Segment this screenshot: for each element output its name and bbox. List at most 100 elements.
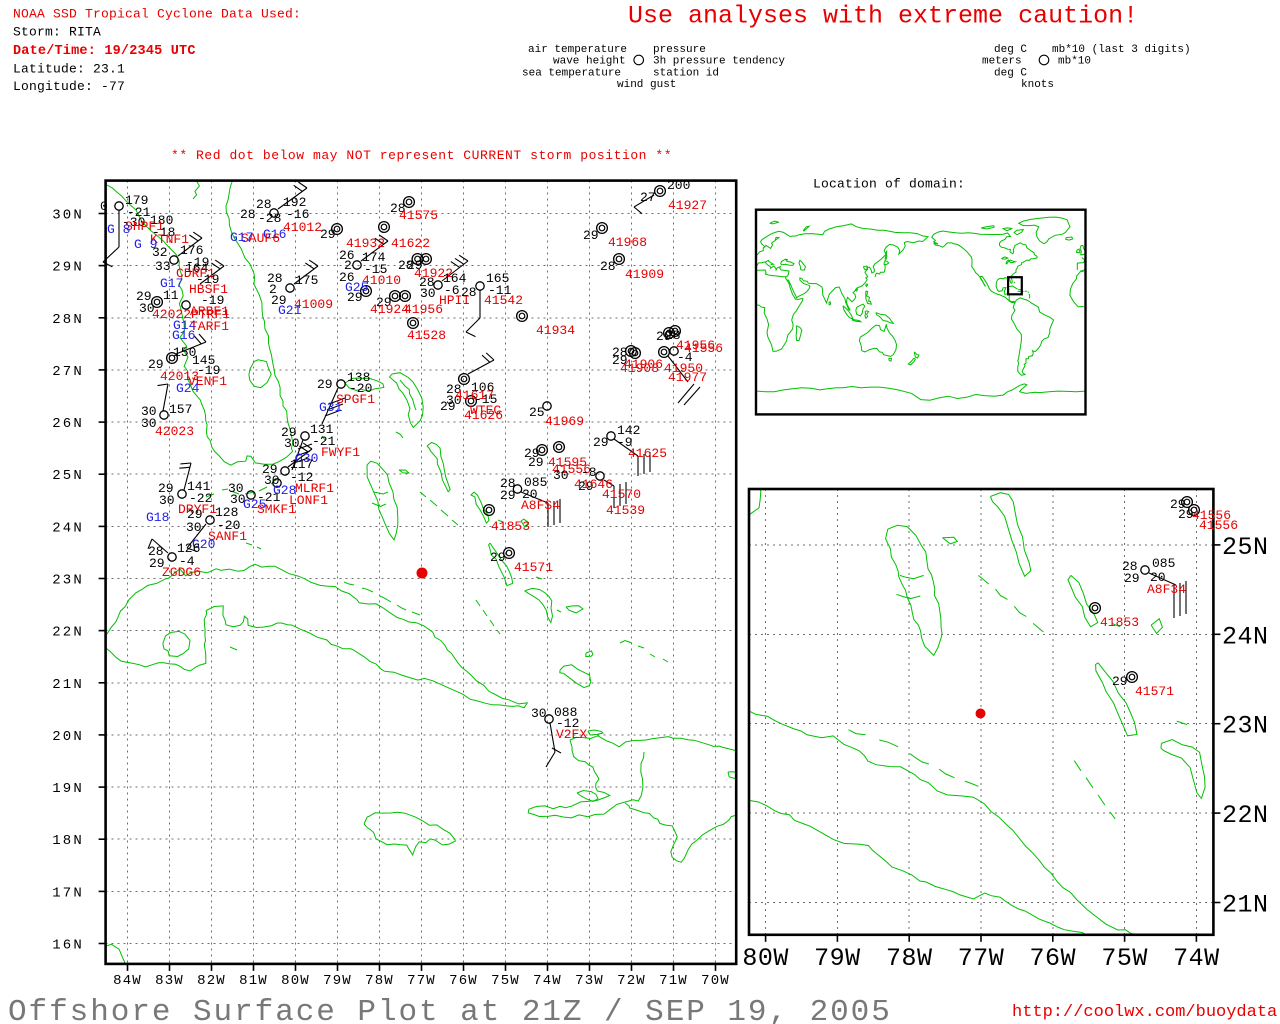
svg-text:VENF1: VENF1 (188, 374, 227, 389)
svg-text:41977: 41977 (668, 370, 707, 385)
svg-text:A8FS4: A8FS4 (521, 498, 560, 513)
svg-text:30: 30 (284, 436, 300, 451)
svg-text:41556: 41556 (684, 341, 723, 356)
svg-text:28: 28 (390, 201, 406, 216)
svg-text:41853: 41853 (1100, 615, 1139, 630)
svg-text:41909: 41909 (625, 267, 664, 282)
svg-text:30: 30 (159, 493, 175, 508)
svg-text:78W: 78W (365, 973, 394, 989)
svg-text:G17: G17 (160, 276, 183, 291)
svg-text:28: 28 (446, 382, 462, 397)
svg-text:30N: 30N (52, 208, 84, 224)
svg-text:18N: 18N (52, 833, 84, 849)
svg-text:-30: -30 (122, 215, 145, 230)
svg-text:29: 29 (578, 479, 594, 494)
svg-text:70W: 70W (701, 973, 730, 989)
svg-text:175: 175 (295, 273, 318, 288)
svg-text:117: 117 (290, 457, 313, 472)
svg-text:-21: -21 (312, 434, 336, 449)
svg-text:41968: 41968 (608, 235, 647, 250)
svg-text:PTRF1: PTRF1 (191, 307, 230, 322)
svg-text:28: 28 (419, 275, 435, 290)
svg-text:157: 157 (169, 402, 192, 417)
svg-text:41646: 41646 (574, 477, 613, 492)
svg-text:73W: 73W (575, 973, 604, 989)
svg-text:SHPF1: SHPF1 (125, 219, 164, 234)
svg-text:33: 33 (155, 259, 171, 274)
svg-text:41626: 41626 (464, 408, 503, 423)
svg-text:22N: 22N (52, 625, 84, 641)
svg-text:29: 29 (593, 435, 609, 450)
svg-text:141: 141 (187, 479, 211, 494)
svg-text:30: 30 (186, 520, 202, 535)
svg-text:sea temperature: sea temperature (522, 68, 621, 80)
svg-text:30: 30 (264, 473, 280, 488)
svg-text:-12: -12 (556, 716, 579, 731)
svg-text:ZGDG6: ZGDG6 (162, 565, 201, 580)
svg-text:G16: G16 (263, 227, 286, 242)
svg-text:41924: 41924 (370, 302, 409, 317)
svg-text:pressure: pressure (653, 44, 706, 56)
svg-text:41556: 41556 (1199, 518, 1238, 533)
svg-text:25N: 25N (1222, 533, 1269, 562)
svg-text:75W: 75W (1101, 944, 1148, 973)
svg-text:-21: -21 (257, 490, 281, 505)
svg-text:26N: 26N (52, 416, 84, 432)
svg-text:-16: -16 (286, 207, 309, 222)
svg-text:G 8: G 8 (107, 222, 130, 237)
svg-text:79W: 79W (323, 973, 352, 989)
svg-text:77W: 77W (958, 944, 1005, 973)
svg-text:41556: 41556 (552, 462, 591, 477)
svg-text:28: 28 (500, 476, 516, 491)
svg-text:30: 30 (420, 286, 436, 301)
svg-text:41932: 41932 (346, 236, 385, 251)
svg-text:29: 29 (524, 446, 540, 461)
svg-text:-6: -6 (444, 283, 460, 298)
svg-text:42022: 42022 (152, 307, 191, 322)
svg-text:29: 29 (528, 455, 544, 470)
svg-text:29: 29 (656, 329, 672, 344)
svg-text:41908: 41908 (620, 361, 659, 376)
svg-text:29: 29 (271, 293, 287, 308)
svg-text:-4: -4 (677, 350, 693, 365)
svg-text:-15: -15 (474, 392, 497, 407)
svg-text:29: 29 (149, 556, 165, 571)
svg-text:-28: -28 (258, 211, 281, 226)
svg-text:HBSF1: HBSF1 (189, 282, 228, 297)
svg-text:3h pressure tendency: 3h pressure tendency (653, 56, 785, 68)
svg-text:165: 165 (486, 271, 509, 286)
svg-text:deg C: deg C (994, 68, 1027, 80)
svg-text:http://coolwx.com/buoydata: http://coolwx.com/buoydata (1012, 1003, 1277, 1022)
svg-text:29: 29 (500, 488, 516, 503)
svg-text:106: 106 (471, 380, 494, 395)
svg-text:G24: G24 (176, 381, 200, 396)
svg-text:26: 26 (339, 270, 355, 285)
svg-text:22N: 22N (1222, 801, 1269, 830)
svg-text:-19: -19 (186, 255, 209, 270)
svg-text:29: 29 (612, 353, 628, 368)
svg-text:180: 180 (150, 213, 173, 228)
svg-text:41622: 41622 (391, 236, 430, 251)
svg-text:2: 2 (344, 258, 352, 273)
svg-text:28: 28 (240, 207, 256, 222)
svg-text:11: 11 (163, 288, 179, 303)
svg-text:27: 27 (640, 190, 656, 205)
svg-text:174: 174 (362, 250, 386, 265)
svg-text:-19: -19 (197, 363, 220, 378)
svg-text:76W: 76W (449, 973, 478, 989)
svg-text:-20: -20 (217, 518, 240, 533)
svg-text:30: 30 (141, 404, 157, 419)
svg-text:74W: 74W (1173, 944, 1220, 973)
svg-text:mb*10 (last 3 digits): mb*10 (last 3 digits) (1052, 44, 1191, 56)
svg-text:28N: 28N (52, 312, 84, 328)
svg-text:150: 150 (173, 345, 196, 360)
svg-text:20: 20 (1150, 570, 1166, 585)
svg-text:42023: 42023 (155, 424, 194, 439)
svg-text:16N: 16N (52, 938, 84, 954)
svg-text:27N: 27N (52, 364, 84, 380)
svg-text:MLRF1: MLRF1 (295, 481, 334, 496)
svg-text:179: 179 (125, 193, 148, 208)
svg-text:-18: -18 (152, 225, 175, 240)
svg-text:17N: 17N (52, 885, 84, 901)
svg-text:G21: G21 (278, 303, 302, 318)
